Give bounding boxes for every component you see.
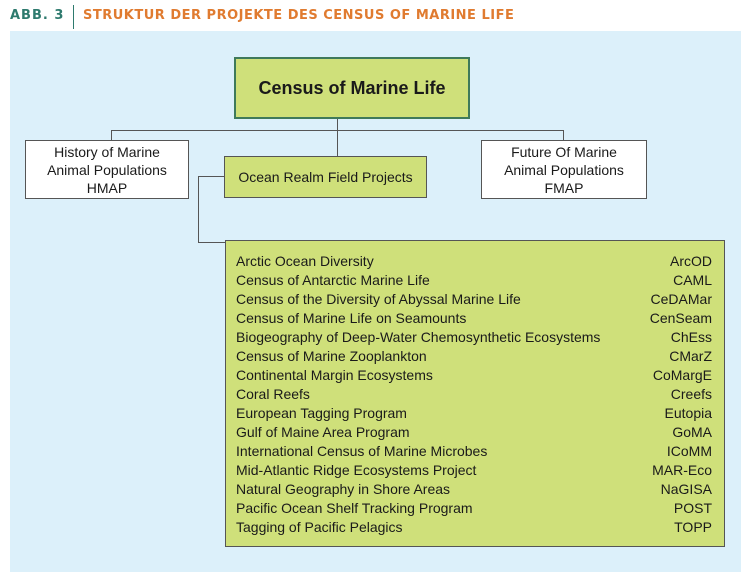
project-row: European Tagging Program Eutopia [236, 404, 712, 423]
project-row: Mid-Atlantic Ridge Ecosystems Project MAR… [236, 461, 712, 480]
project-name: Census of Marine Life on Seamounts [236, 310, 467, 326]
figure-title: STRUKTUR DER PROJEKTE DES CENSUS OF MARI… [83, 8, 515, 23]
project-code: Creefs [670, 386, 712, 402]
projects-list: Arctic Ocean Diversity ArcOD Census of An… [225, 240, 725, 547]
project-name: Mid-Atlantic Ridge Ecosystems Project [236, 462, 477, 478]
project-code: ChEss [670, 329, 712, 345]
connector-list-stub [198, 242, 225, 243]
figure-label: ABB. 3 [10, 8, 65, 23]
project-name: Natural Geography in Shore Areas [236, 481, 451, 497]
hmap-line-3: HMAP [86, 179, 128, 196]
project-code: CenSeam [649, 310, 712, 326]
connector-hmap-drop [111, 130, 112, 140]
project-name: Census of Marine Zooplankton [236, 348, 427, 364]
project-row: Census of Antarctic Marine Life CAML [236, 271, 712, 290]
project-code: NaGISA [660, 481, 712, 497]
project-row: Coral Reefs Creefs [236, 385, 712, 404]
project-name: Biogeography of Deep-Water Chemosyntheti… [236, 329, 601, 345]
connector-horizontal-bar [111, 130, 564, 131]
connector-ocean-vertical [198, 176, 199, 242]
project-name: Census of the Diversity of Abyssal Marin… [236, 291, 521, 307]
root-node: Census of Marine Life [234, 57, 470, 119]
project-code: GoMA [672, 424, 712, 440]
project-row: Continental Margin Ecosystems CoMargE [236, 366, 712, 385]
project-code: CAML [673, 272, 712, 288]
project-name: European Tagging Program [236, 405, 407, 421]
project-row: Pacific Ocean Shelf Tracking Program POST [236, 499, 712, 518]
hmap-line-1: History of Marine [54, 143, 160, 160]
project-code: ICoMM [666, 443, 712, 459]
project-row: Gulf of Maine Area Program GoMA [236, 423, 712, 442]
hmap-node: History of Marine Animal Populations HMA… [25, 140, 189, 199]
project-code: TOPP [674, 519, 712, 535]
project-name: Coral Reefs [236, 386, 310, 402]
connector-fmap-drop [563, 130, 564, 140]
project-name: Gulf of Maine Area Program [236, 424, 410, 440]
project-row: Natural Geography in Shore Areas NaGISA [236, 480, 712, 499]
fmap-node: Future Of Marine Animal Populations FMAP [481, 140, 647, 199]
fmap-line-1: Future Of Marine [511, 143, 617, 160]
ocean-realm-node: Ocean Realm Field Projects [224, 156, 427, 198]
project-name: International Census of Marine Microbes [236, 443, 488, 459]
project-code: CMarZ [669, 348, 712, 364]
project-code: Eutopia [664, 405, 712, 421]
project-row: Census of Marine Zooplankton CMarZ [236, 347, 712, 366]
project-row: Census of Marine Life on Seamounts CenSea… [236, 309, 712, 328]
project-name: Arctic Ocean Diversity [236, 253, 374, 269]
connector-root-down [337, 119, 338, 156]
hmap-line-2: Animal Populations [47, 161, 167, 178]
project-row: Census of the Diversity of Abyssal Marin… [236, 290, 712, 309]
project-row: Tagging of Pacific Pelagics TOPP [236, 518, 712, 537]
project-code: ArcOD [670, 253, 712, 269]
fmap-line-2: Animal Populations [504, 161, 624, 178]
fmap-line-3: FMAP [544, 179, 584, 196]
header-divider [73, 5, 74, 29]
project-code: CoMargE [652, 367, 712, 383]
project-row: International Census of Marine Microbes I… [236, 442, 712, 461]
project-name: Continental Margin Ecosystems [236, 367, 433, 383]
root-label: Census of Marine Life [258, 77, 446, 98]
project-name: Tagging of Pacific Pelagics [236, 519, 403, 535]
project-row: Arctic Ocean Diversity ArcOD [236, 252, 712, 271]
project-code: POST [673, 500, 712, 516]
project-code: CeDAMar [650, 291, 712, 307]
project-row: Biogeography of Deep-Water Chemosyntheti… [236, 328, 712, 347]
project-name: Census of Antarctic Marine Life [236, 272, 430, 288]
project-name: Pacific Ocean Shelf Tracking Program [236, 500, 473, 516]
ocean-realm-label: Ocean Realm Field Projects [238, 169, 413, 185]
connector-ocean-stub [198, 176, 224, 177]
project-code: MAR-Eco [652, 462, 712, 478]
